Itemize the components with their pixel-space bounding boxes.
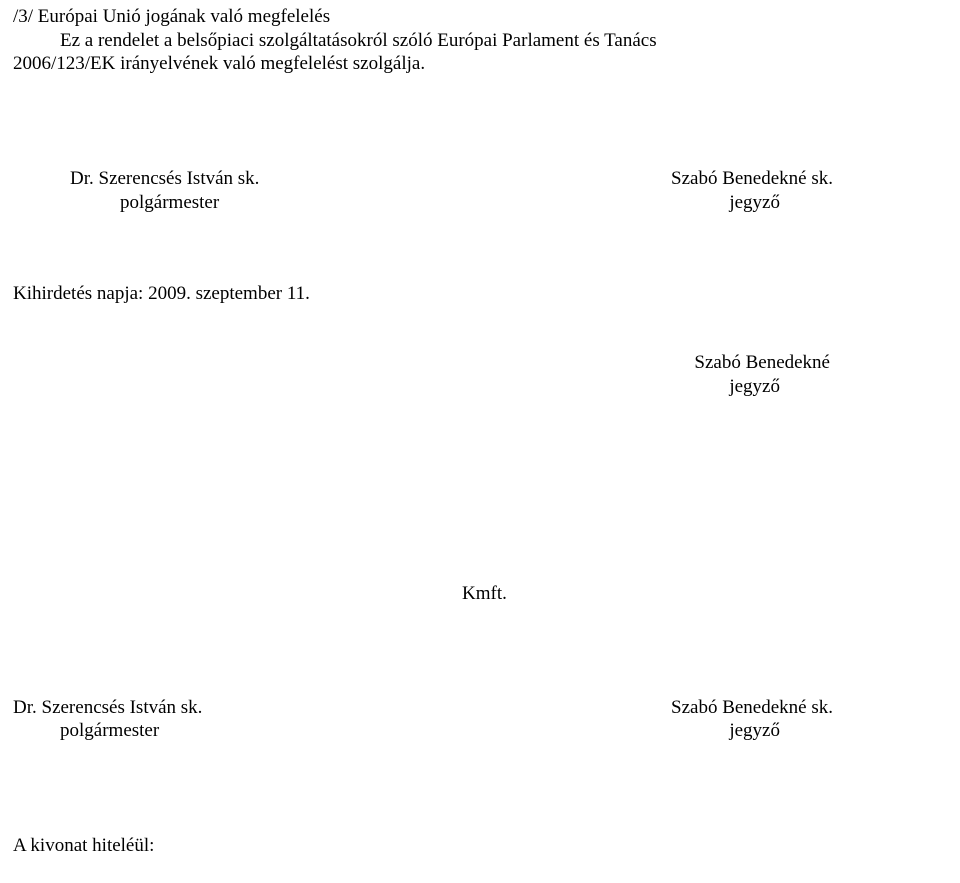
section-heading: /3/ Európai Unió jogának való megfelelés [13,6,330,28]
sig3-right-role: jegyző [729,720,780,742]
section-body-line1: Ez a rendelet a belsőpiaci szolgáltatáso… [60,30,657,52]
sig1-right-role: jegyző [729,192,780,214]
kmft-label: Kmft. [462,583,507,605]
page: /3/ Európai Unió jogának való megfelelés… [0,0,960,883]
sig3-right-name: Szabó Benedekné sk. [671,697,833,719]
section-body-line2: 2006/123/EK irányelvének való megfelelés… [13,53,425,75]
sig1-left-role: polgármester [120,192,219,214]
footer-line: A kivonat hiteléül: [13,835,154,857]
sig2-right-role: jegyző [729,376,780,398]
sig3-left-role: polgármester [60,720,159,742]
sig1-right-name: Szabó Benedekné sk. [671,168,833,190]
sig3-left-name: Dr. Szerencsés István sk. [13,697,202,719]
promulgation-line: Kihirdetés napja: 2009. szeptember 11. [13,283,310,305]
sig2-right-name: Szabó Benedekné [694,352,830,374]
sig1-left-name: Dr. Szerencsés István sk. [70,168,259,190]
